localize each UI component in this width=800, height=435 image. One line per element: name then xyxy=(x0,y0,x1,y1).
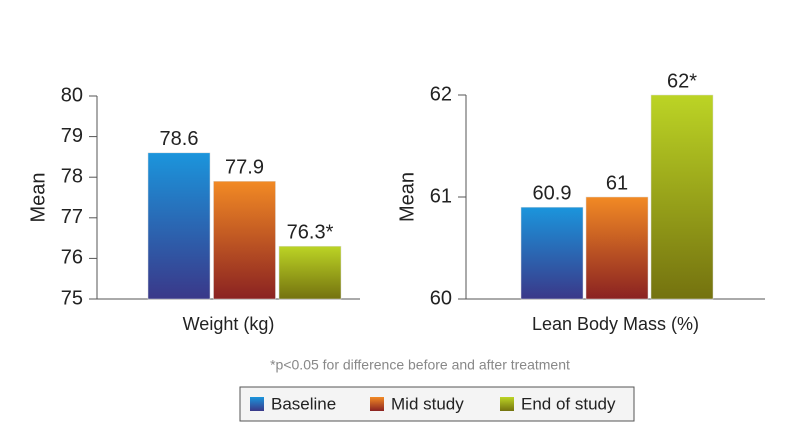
y-tick-label: 80 xyxy=(61,84,83,106)
y-axis-label: Mean xyxy=(27,172,49,222)
bar xyxy=(213,181,276,300)
bar xyxy=(278,245,342,300)
x-axis-label: Lean Body Mass (%) xyxy=(532,314,699,334)
bar xyxy=(585,196,649,300)
footnote: *p<0.05 for difference before and after … xyxy=(270,357,570,373)
y-tick-label: 61 xyxy=(430,185,452,207)
legend-label: Baseline xyxy=(271,394,336,413)
y-tick-label: 78 xyxy=(61,165,83,187)
data-label: 62* xyxy=(667,70,697,92)
y-axis-label: Mean xyxy=(396,172,418,222)
legend-swatch xyxy=(370,397,384,411)
x-axis-label: Weight (kg) xyxy=(183,314,275,334)
data-label: 61 xyxy=(606,172,628,194)
legend-label: End of study xyxy=(521,394,616,413)
y-tick-label: 77 xyxy=(61,206,83,228)
bar xyxy=(520,206,584,300)
bar xyxy=(650,94,714,300)
y-tick-label: 75 xyxy=(61,287,83,309)
data-label: 60.9 xyxy=(533,182,572,204)
legend-label: Mid study xyxy=(391,394,464,413)
legend-box xyxy=(239,386,635,422)
y-tick-label: 60 xyxy=(430,287,452,309)
y-tick-label: 62 xyxy=(430,83,452,105)
legend-swatch xyxy=(500,397,514,411)
data-label: 78.6 xyxy=(160,128,199,150)
bar xyxy=(147,152,211,300)
legend-swatch xyxy=(250,397,264,411)
data-label: 76.3* xyxy=(287,222,334,244)
data-label: 77.9 xyxy=(225,157,264,179)
y-tick-label: 76 xyxy=(61,247,83,269)
y-tick-label: 79 xyxy=(61,125,83,147)
